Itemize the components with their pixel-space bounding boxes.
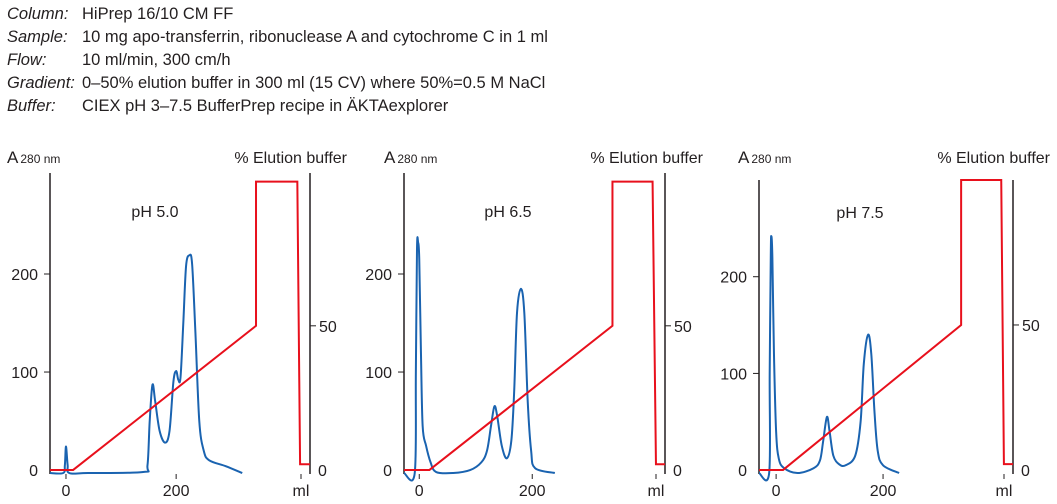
y2-tick-label: 0: [318, 463, 327, 480]
y-tick-label: 200: [365, 267, 392, 284]
condition-value: 10 ml/min, 300 cm/h: [82, 51, 231, 69]
gradient-line: [759, 179, 1013, 471]
y-axis-label: A 280 nm: [384, 148, 437, 167]
absorbance-trace: [758, 235, 900, 482]
condition-value: CIEX pH 3–7.5 BufferPrep recipe in ÄKTAe…: [82, 97, 449, 115]
chart-1: A 280 nm % Elution buffer pH 5.0 0 100 200 0 50 0…: [7, 148, 348, 500]
y-axis-label: A 280 nm: [738, 148, 791, 167]
condition-label: Buffer:: [7, 97, 56, 115]
x-axis-label: ml: [293, 483, 310, 500]
condition-value: 10 mg apo-transferrin, ribonuclease A an…: [82, 28, 548, 46]
chart-title: pH 5.0: [131, 204, 178, 221]
y-tick-label: 200: [720, 270, 747, 287]
chart-2: A 280 nm % Elution buffer pH 6.5 0 100 200 0 50 0…: [365, 148, 703, 500]
gradient-line: [50, 180, 310, 471]
y2-tick-label: 0: [1021, 463, 1030, 480]
x-tick-label: 200: [163, 483, 190, 500]
condition-value: 0–50% elution buffer in 300 ml (15 CV) w…: [82, 74, 546, 92]
y2-tick-label: 50: [319, 319, 337, 336]
x-tick-label: 0: [62, 483, 71, 500]
x-tick-label: 200: [519, 483, 546, 500]
gradient-line: [404, 180, 665, 471]
y2-axis-label: % Elution buffer: [937, 150, 1050, 167]
y2-tick-label: 50: [674, 319, 692, 336]
y2-axis-label: % Elution buffer: [590, 150, 703, 167]
condition-label: Sample:: [7, 28, 68, 46]
y-tick-label: 100: [11, 365, 38, 382]
y-tick-label: 0: [383, 463, 392, 480]
condition-label: Gradient:: [7, 74, 75, 92]
y-tick-label: 0: [29, 463, 38, 480]
condition-value: HiPrep 16/10 CM FF: [82, 5, 234, 23]
y-axis-label: A 280 nm: [7, 148, 60, 167]
chart-title: pH 6.5: [484, 204, 531, 221]
y-tick-label: 100: [365, 365, 392, 382]
x-tick-label: 0: [415, 483, 424, 500]
x-tick-label: 0: [772, 483, 781, 500]
y-tick-label: 100: [720, 366, 747, 383]
x-axis-label: ml: [996, 483, 1013, 500]
x-tick-label: 200: [870, 483, 897, 500]
absorbance-trace: [49, 253, 243, 475]
y-tick-label: 0: [738, 463, 747, 480]
y2-axis-label: % Elution buffer: [234, 150, 347, 167]
chart-title: pH 7.5: [836, 205, 883, 222]
x-axis-label: ml: [648, 483, 665, 500]
y2-tick-label: 50: [1022, 318, 1040, 335]
y2-tick-label: 0: [673, 463, 682, 480]
absorbance-trace: [403, 236, 556, 482]
condition-label: Flow:: [7, 51, 47, 69]
chart-3: A 280 nm % Elution buffer pH 7.5 0 100 200 0 50 0…: [720, 148, 1050, 500]
condition-label: Column:: [7, 5, 69, 23]
y-tick-label: 200: [11, 267, 38, 284]
